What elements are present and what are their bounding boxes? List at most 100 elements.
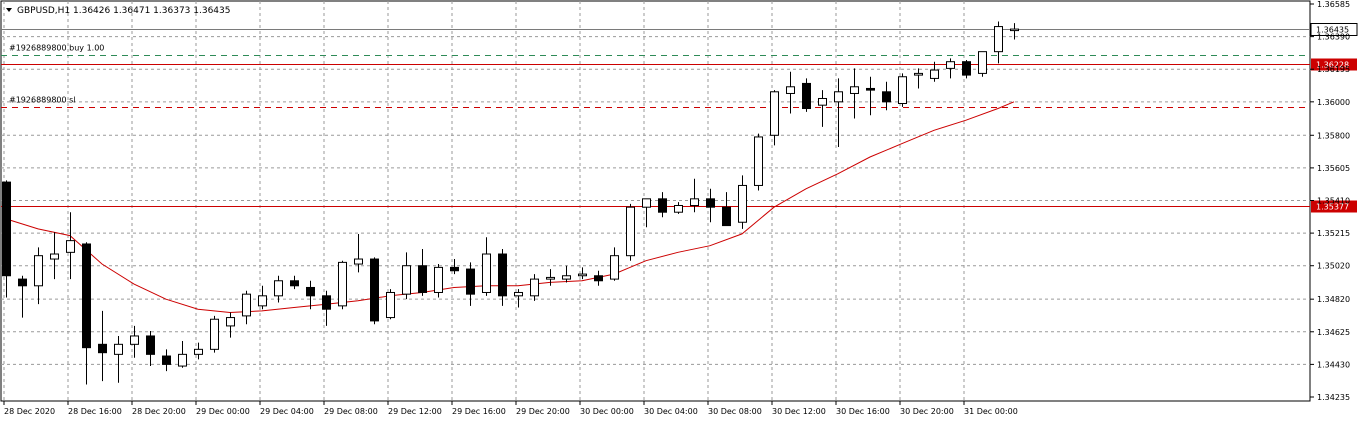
candle [946,58,955,79]
candle [338,260,347,310]
candle [610,247,619,281]
candle [178,340,187,368]
candle-body [210,318,219,350]
candle [434,264,443,298]
time-tick-label: 30 Dec 08:00 [708,407,762,416]
candle-body [978,51,987,74]
candle-body [18,278,27,287]
candle [354,233,363,273]
price-tick-label: 1.34820 [1317,295,1350,304]
candle [978,51,987,77]
candle-body [370,258,379,322]
price-tick-label: 1.36585 [1317,0,1350,9]
time-tick-label: 30 Dec 04:00 [644,407,698,416]
candle [50,232,59,280]
candle [66,212,75,280]
candle [98,310,107,382]
candle-body [34,255,43,287]
candle [722,192,731,227]
time-tick-label: 30 Dec 00:00 [580,407,634,416]
candle-body [466,268,475,295]
candle [402,252,411,300]
candle-body [594,275,603,282]
candle [594,270,603,286]
price-tick-label: 1.35410 [1317,197,1350,206]
candle [642,198,651,228]
price-tick-label: 1.34235 [1317,393,1350,402]
candle-body [882,91,891,103]
candle-body [258,295,267,307]
candle-body [850,86,859,94]
price-tick-label: 1.35020 [1317,262,1350,271]
candle [418,248,427,296]
candle-body [738,184,747,223]
candles [2,21,1019,385]
candle-body [66,240,75,253]
price-tick-label: 1.35215 [1317,229,1350,238]
candle-body [50,253,59,260]
price-tick-label: 1.34625 [1317,328,1350,337]
level-price-label: 1.36228 [1316,61,1349,70]
candle [146,330,155,367]
candle-body [226,317,235,327]
ma-line [5,101,1015,314]
candle-body [834,91,843,103]
moving-average [5,101,1015,314]
candle [754,133,763,191]
candle [866,76,875,116]
price-tick-label: 1.34430 [1317,360,1350,369]
candle-body [322,295,331,310]
price-tick-label: 1.36000 [1317,98,1350,107]
candle [82,242,91,385]
time-tick-label: 29 Dec 20:00 [516,407,570,416]
candle [386,289,395,320]
candle-body [770,91,779,136]
candle-body [786,86,795,94]
candle-body [498,253,507,297]
candle-body [162,355,171,365]
candle-body [914,72,923,76]
time-tick-label: 28 Dec 20:00 [132,407,186,416]
candle [898,73,907,107]
candle-body [98,343,107,354]
time-tick-label: 29 Dec 12:00 [388,407,442,416]
candle-body [626,206,635,257]
time-axis: 28 Dec 2020 28 Dec 16:00 28 Dec 20:00 29 De… [3,401,1018,416]
order-label: #1926889800 sl [9,96,76,105]
candle [834,78,843,147]
candle [786,71,795,114]
candle [530,274,539,301]
candle [274,275,283,303]
symbol-header: GBPUSD,H1 1.36426 1.36471 1.36373 1.3643… [6,6,230,16]
candle [1010,23,1019,40]
candle-body [290,280,299,287]
candle-body [242,293,251,317]
candle-body [530,278,539,297]
candle-body [2,181,11,277]
candle-body [386,291,395,319]
candle [482,237,491,296]
candle [450,259,459,275]
candle [514,289,523,308]
current-price-tag [1310,23,1358,36]
candle-body [418,265,427,293]
candle [706,188,715,223]
order-label: #1926889800 buy 1.00 [9,44,104,53]
candle [226,312,235,338]
candle-body [898,76,907,105]
time-tick-label: 30 Dec 16:00 [836,407,890,416]
time-tick-label: 31 Dec 00:00 [964,407,1018,416]
candle [802,78,811,112]
candle-body [562,275,571,280]
dropdown-triangle-icon[interactable] [6,8,12,12]
candle [738,175,747,229]
candle [818,90,827,127]
candle [466,262,475,306]
candle [498,248,507,306]
candle-body [642,198,651,208]
candle-body [146,335,155,355]
candle [994,21,1003,64]
candle [882,81,891,111]
